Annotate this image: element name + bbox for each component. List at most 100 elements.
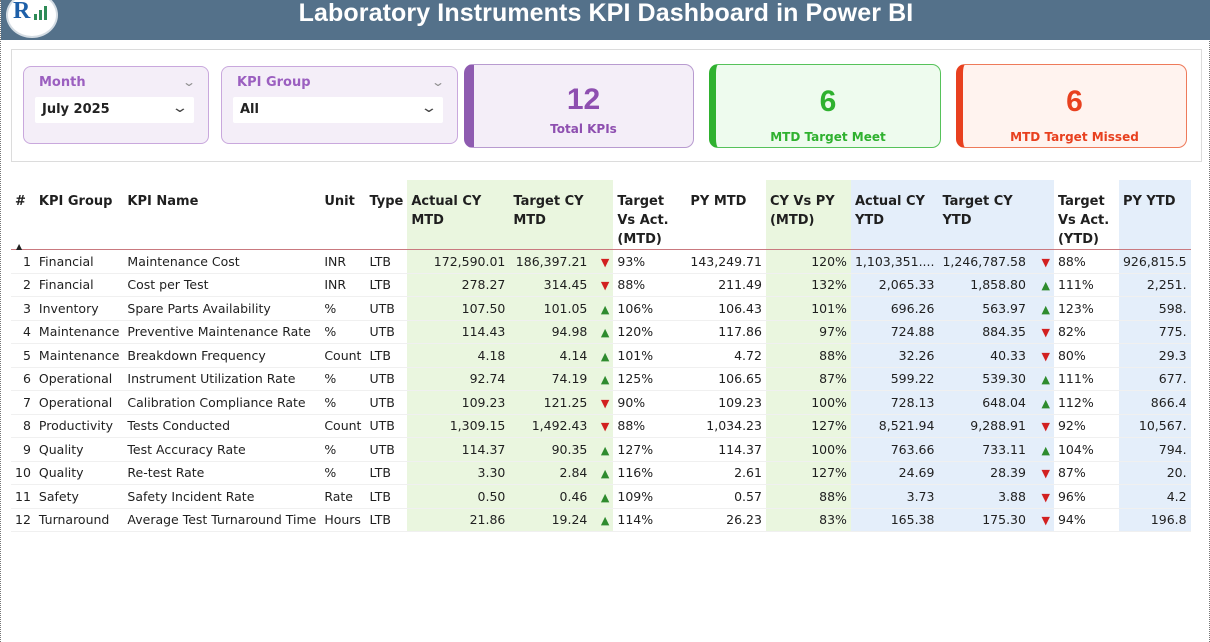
arrow-down-icon: ▼: [1029, 320, 1054, 344]
target-vs-act-ytd: 94%: [1053, 508, 1119, 532]
table-row[interactable]: 3 Inventory Spare Parts Availability% UTB 10…: [11, 296, 1191, 321]
actual-cy-mtd: 172,590.01: [407, 249, 510, 274]
arrow-up-icon: ▲: [1029, 296, 1054, 321]
col-header[interactable]: Actual CY YTD: [850, 180, 939, 250]
arrow-down-icon: ▼: [591, 414, 614, 438]
table-row[interactable]: 2 Financial Cost per Test INR LTB 278.27 314.4…: [11, 273, 1191, 297]
chevron-down-icon[interactable]: ⌄: [171, 100, 189, 116]
table-row[interactable]: 6 Operational Instrument Utilization Rate%…: [11, 367, 1191, 391]
target-vs-act-mtd: 116%: [613, 461, 687, 485]
col-header[interactable]: Target Vs Act. (YTD): [1053, 180, 1119, 250]
col-header[interactable]: Target CY MTD: [509, 180, 592, 250]
col-header[interactable]: PY MTD: [686, 180, 766, 250]
kpi-group: Turnaround: [34, 508, 124, 532]
arrow-up-icon: ▲: [591, 343, 614, 368]
table-row[interactable]: 4 Maintenance Preventive Maintenance Rate%…: [11, 320, 1191, 344]
month-dropdown[interactable]: July 2025 ⌄: [35, 97, 194, 123]
table-row[interactable]: 8 Productivity Tests Conducted Count UTB 1,30…: [11, 414, 1191, 438]
target-vs-act-mtd: 127%: [613, 437, 687, 462]
kpi-group: Productivity: [34, 414, 124, 438]
arrow-up-icon: ▲: [591, 508, 614, 532]
type: LTB: [365, 508, 408, 532]
triangle-up-icon: ▲: [600, 514, 610, 528]
table-row[interactable]: 7 Operational Calibration Compliance Rate%…: [11, 390, 1191, 415]
arrow-up-icon: ▲: [591, 320, 614, 344]
row-number: 3: [11, 296, 35, 321]
table-row[interactable]: 10 Quality Re-test Rate% LTB 3.30 2.84 ▲ 116% 2.…: [11, 461, 1191, 485]
type: LTB: [365, 249, 408, 274]
target-cy-mtd: 186,397.21: [509, 249, 592, 274]
py-ytd: 2,251.: [1118, 273, 1191, 297]
target-cy-mtd: 19.24: [509, 508, 592, 532]
target-cy-mtd: 0.46: [509, 484, 592, 509]
target-cy-mtd: 1,492.43: [509, 414, 592, 438]
py-mtd: 4.72: [686, 343, 766, 368]
actual-cy-mtd: 92.74: [407, 367, 510, 391]
cy-vs-py-mtd: 101%: [765, 296, 851, 321]
triangle-up-icon: ▲: [600, 302, 610, 316]
py-mtd: 114.37: [686, 437, 766, 462]
target-vs-act-ytd: 111%: [1053, 367, 1119, 391]
target-cy-ytd: 28.39: [938, 461, 1030, 485]
arrow-up-icon: ▲: [591, 367, 614, 391]
kpi-group-slicer[interactable]: KPI Group ⌄ All ⌄: [221, 66, 458, 144]
triangle-up-icon: ▲: [600, 443, 610, 457]
actual-cy-mtd: 4.18: [407, 343, 510, 368]
col-header[interactable]: PY YTD: [1118, 180, 1191, 250]
cy-vs-py-mtd: 100%: [765, 390, 851, 415]
col-header[interactable]: KPI Group: [34, 180, 124, 250]
triangle-up-icon: ▲: [1041, 443, 1050, 457]
kpi-group-dropdown[interactable]: All ⌄: [233, 97, 443, 123]
actual-cy-mtd: 114.37: [407, 437, 510, 462]
month-slicer[interactable]: Month ⌄ July 2025 ⌄: [23, 66, 209, 144]
py-mtd: 2.61: [686, 461, 766, 485]
col-header[interactable]: #: [11, 180, 35, 250]
actual-cy-mtd: 1,309.15: [407, 414, 510, 438]
target-cy-ytd: 1,246,787.58: [938, 249, 1030, 274]
type: UTB: [365, 390, 408, 415]
col-header[interactable]: Target Vs Act. (MTD): [613, 180, 687, 250]
actual-cy-ytd: 3.73: [850, 484, 939, 509]
py-ytd: 794.: [1118, 437, 1191, 462]
col-header[interactable]: CY Vs PY (MTD): [765, 180, 851, 250]
table-row[interactable]: 1 Financial Maintenance Cost INR LTB 172,590.…: [11, 249, 1191, 274]
chevron-down-icon[interactable]: ⌄: [420, 100, 438, 116]
target-vs-act-mtd: 120%: [613, 320, 687, 344]
mtd-target-meet-caption: MTD Target Meet: [770, 130, 886, 144]
table-row[interactable]: 11 Safety Safety Incident Rate Rate LTB 0.50 0…: [11, 484, 1191, 509]
arrow-up-icon: ▲: [1029, 437, 1054, 462]
target-cy-mtd: 94.98: [509, 320, 592, 344]
cy-vs-py-mtd: 83%: [765, 508, 851, 532]
actual-cy-mtd: 3.30: [407, 461, 510, 485]
chevron-down-icon[interactable]: ⌄: [430, 75, 446, 89]
col-header[interactable]: KPI Name: [123, 180, 321, 250]
actual-cy-mtd: 278.27: [407, 273, 510, 297]
py-mtd: 1,034.23: [686, 414, 766, 438]
row-number: 4: [11, 320, 35, 344]
col-header[interactable]: Unit: [320, 180, 366, 250]
table-row[interactable]: 12 Turnaround Average Test Turnaround Time…: [11, 508, 1191, 532]
unit: Count: [320, 414, 366, 438]
triangle-up-icon: ▲: [600, 373, 610, 387]
triangle-up-icon: ▲: [600, 326, 610, 340]
chevron-down-icon[interactable]: ⌄: [181, 75, 197, 89]
target-vs-act-ytd: 111%: [1053, 273, 1119, 297]
type: LTB: [365, 484, 408, 509]
actual-cy-ytd: 696.26: [850, 296, 939, 321]
row-number: 2: [11, 273, 35, 297]
col-header[interactable]: Type: [365, 180, 408, 250]
arrow-down-icon: ▼: [1029, 484, 1054, 509]
unit: %: [320, 320, 366, 344]
table-row[interactable]: 5 Maintenance Breakdown Frequency Count LTB 4…: [11, 343, 1191, 368]
target-vs-act-ytd: 87%: [1053, 461, 1119, 485]
col-header[interactable]: Target CY YTD: [938, 180, 1030, 250]
sort-ascending-icon[interactable]: ▲: [16, 242, 23, 251]
actual-cy-ytd: 728.13: [850, 390, 939, 415]
type: UTB: [365, 296, 408, 321]
actual-cy-mtd: 107.50: [407, 296, 510, 321]
actual-cy-ytd: 8,521.94: [850, 414, 939, 438]
col-header[interactable]: Actual CY MTD: [407, 180, 510, 250]
total-kpis-caption: Total KPIs: [550, 122, 617, 136]
triangle-up-icon: ▲: [1041, 279, 1050, 293]
table-row[interactable]: 9 Quality Test Accuracy Rate% UTB 114.37 90.3…: [11, 437, 1191, 462]
